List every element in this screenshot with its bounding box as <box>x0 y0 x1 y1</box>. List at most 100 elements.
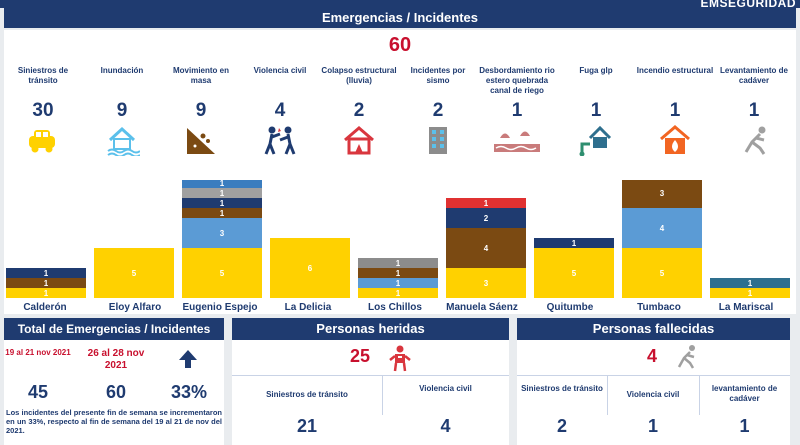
injured-person-icon <box>388 344 412 372</box>
parish-label-la-delicia: La Delicia <box>284 302 332 313</box>
category-count-transito: 30 <box>32 100 54 121</box>
gas-leak-icon <box>557 124 635 160</box>
bar-segment <box>622 208 702 248</box>
deceased-col-label-cadaver: levantamiento de cadáver <box>711 384 778 403</box>
bar-segment <box>358 278 438 288</box>
bar-segment-label: 5 <box>572 269 577 278</box>
bar-segment-label: 2 <box>484 214 489 223</box>
incidents-panel: 60 Siniestros de tránsito Inundación Mov… <box>4 30 796 314</box>
bar-segment <box>358 258 438 268</box>
value-current: 60 <box>105 382 127 402</box>
total-incidents: 60 <box>388 34 412 56</box>
bar-segment <box>622 248 702 298</box>
category-count-movimiento: 9 <box>195 100 207 121</box>
category-count-glp: 1 <box>590 100 602 121</box>
car-crash-icon <box>4 124 82 160</box>
river-overflow-icon <box>478 124 556 160</box>
bar-segment-label: 3 <box>484 279 489 288</box>
trend-note: Los incidentes del presente fin de seman… <box>6 408 222 435</box>
injured-total: 25 <box>349 346 371 366</box>
bar-segment-label: 1 <box>396 259 401 268</box>
bar-segment-label: 1 <box>220 209 225 218</box>
parish-label-eloy-alfaro: Eloy Alfaro <box>108 302 162 313</box>
category-count-inundacion: 9 <box>116 100 128 121</box>
building-icon <box>399 124 477 160</box>
injured-divider <box>232 375 509 376</box>
category-label-movimiento: Movimiento en masa <box>172 66 229 85</box>
deceased-col-label-violencia: Violencia civil <box>626 390 680 399</box>
bar-segment-label: 5 <box>660 269 665 278</box>
bar-segment <box>94 248 174 298</box>
deceased-col-divider-2 <box>699 375 700 415</box>
bar-segment <box>182 198 262 208</box>
bar-segment-label: 1 <box>748 289 753 298</box>
bar-segment-label: 4 <box>484 244 489 253</box>
bar-segment <box>534 248 614 298</box>
bar-segment-label: 1 <box>396 289 401 298</box>
category-count-sismo: 2 <box>432 100 444 121</box>
category-count-desbordamiento: 1 <box>511 100 523 121</box>
deceased-col-value-transito: 2 <box>556 416 567 436</box>
bar-segment <box>710 278 790 288</box>
bar-segment-label: 1 <box>396 279 401 288</box>
stacked-bar-chart: 11155311111611113421515431111 <box>6 180 790 298</box>
bar-segment-label: 1 <box>484 199 489 208</box>
injured-col-value-transito: 21 <box>296 416 318 436</box>
bar-segment-label: 1 <box>572 239 577 248</box>
bar-segment-label: 1 <box>220 199 225 208</box>
bar-segment-label: 3 <box>660 189 665 198</box>
deceased-divider <box>517 375 790 376</box>
category-label-cadaver: Levantamiento de cadáver <box>719 66 788 85</box>
top-strip <box>0 0 800 8</box>
arrow-up-icon <box>172 348 204 370</box>
bar-segment <box>182 208 262 218</box>
parish-label-eugenio-espejo: Eugenio Espejo <box>182 302 258 313</box>
injured-col-value-violencia: 4 <box>440 416 451 436</box>
category-count-violencia: 4 <box>274 100 286 121</box>
bar-segment-label: 1 <box>220 180 225 188</box>
bar-segment <box>446 268 526 298</box>
category-label-colapso: Colapso estructural (lluvia) <box>321 66 397 85</box>
bar-segment <box>6 268 86 278</box>
bar-segment-label: 1 <box>748 279 753 288</box>
bar-segment <box>358 268 438 278</box>
period-previous: 19 al 21 nov 2021 <box>5 348 71 357</box>
deceased-total: 4 <box>646 346 657 366</box>
bar-segment <box>446 228 526 268</box>
category-label-sismo: Incidentes por sismo <box>410 66 466 85</box>
category-label-violencia: Violencia civil <box>253 66 307 75</box>
bar-segment-label: 5 <box>132 269 137 278</box>
injured-col-label-transito: Siniestros de tránsito <box>266 390 348 399</box>
deceased-panel-title: Personas fallecidas <box>517 318 790 340</box>
deceased-panel: Personas fallecidas 4 Siniestros de trán… <box>517 318 790 445</box>
bar-segment-label: 1 <box>44 289 49 298</box>
page-title: Emergencias / Incidentes <box>4 8 796 28</box>
category-label-desbordamiento: Desbordamiento rio estero quebrada canal… <box>479 66 555 95</box>
parish-label-la-mariscal: La Mariscal <box>718 302 774 313</box>
total-emergencies-panel: Total de Emergencias / Incidentes 19 al … <box>4 318 224 445</box>
bar-segment <box>270 238 350 298</box>
landslide-icon <box>162 124 240 160</box>
parish-label-calderon: Calderón <box>23 302 67 313</box>
category-label-glp: Fuga glp <box>579 66 613 75</box>
bar-segment <box>358 288 438 298</box>
parish-label-tumbaco: Tumbaco <box>637 302 681 313</box>
bar-segment-label: 1 <box>396 269 401 278</box>
bar-segment-label: 1 <box>44 269 49 278</box>
bar-segment-label: 1 <box>220 189 225 198</box>
category-label-inundacion: Inundación <box>100 66 144 75</box>
bar-segment <box>446 208 526 228</box>
bar-segment-label: 4 <box>660 224 665 233</box>
deceased-col-divider-1 <box>607 375 608 415</box>
category-label-transito: Siniestros de tránsito <box>17 66 69 85</box>
bar-segment <box>6 278 86 288</box>
house-collapse-icon <box>320 124 398 160</box>
bar-segment-label: 5 <box>220 269 225 278</box>
fallen-person-icon <box>673 344 699 370</box>
injured-panel-title: Personas heridas <box>232 318 509 340</box>
bar-segment <box>182 188 262 198</box>
bar-segment <box>182 180 262 188</box>
bar-segment <box>446 198 526 208</box>
bar-segment <box>182 218 262 248</box>
total-panel-title: Total de Emergencias / Incidentes <box>4 318 224 340</box>
